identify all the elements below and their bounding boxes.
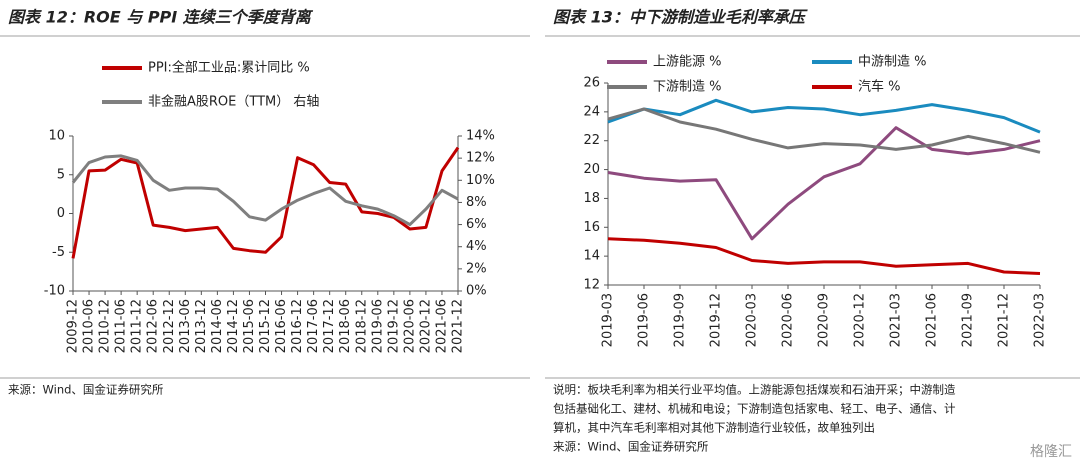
y-tick-label: 24 [583, 104, 600, 119]
x-tick-label: 2015-12 [258, 299, 273, 353]
line-series [607, 98, 1041, 134]
y-tick-label: 16 [583, 220, 600, 235]
x-tick-label: 2019-12 [709, 293, 724, 347]
x-tick-label: 2010-06 [82, 299, 97, 353]
x-tick-label: 2012-06 [146, 299, 161, 353]
x-tick-label: 2020-06 [781, 293, 796, 347]
y-tick-label: 10 [48, 129, 65, 144]
x-tick-label: 2021-12 [997, 293, 1012, 347]
chart-title: 图表 13：中下游制造业毛利率承压 [553, 8, 808, 27]
x-tick-label: 2014-12 [226, 299, 241, 353]
x-tick-label: 2020-12 [418, 299, 433, 353]
y-tick-label: 20 [583, 162, 600, 177]
legend-label: 下游制造 % [653, 80, 722, 95]
x-tick-label: 2011-06 [114, 299, 129, 353]
x-tick-label: 2021-06 [434, 299, 449, 353]
x-tick-label: 2019-12 [386, 299, 401, 353]
x-tick-label: 2015-06 [242, 299, 257, 353]
y-tick-label: 26 [583, 76, 600, 91]
x-tick-label: 2019-09 [673, 293, 688, 347]
chart-title: 图表 12：ROE 与 PPI 连续三个季度背离 [8, 8, 314, 27]
legend-label: 中游制造 % [858, 55, 927, 70]
y-tick-label: -10 [44, 284, 65, 299]
x-tick-label: 2018-12 [354, 299, 369, 353]
x-tick-label: 2017-12 [322, 299, 337, 353]
note: 算机，其中汽车毛利率相对其他下游制造行业较低，故单独列出 [553, 421, 875, 435]
y2-tick-label: 2% [466, 261, 487, 276]
watermark: 格隆汇 [1030, 444, 1072, 460]
x-tick-label: 2021-06 [925, 293, 940, 347]
x-tick-label: 2021-03 [889, 293, 904, 347]
x-tick-label: 2019-06 [370, 299, 385, 353]
y-tick-label: -5 [52, 245, 65, 260]
x-tick-label: 2016-06 [274, 299, 289, 353]
y-tick-label: 22 [583, 133, 600, 148]
line-series [607, 107, 1041, 154]
y2-tick-label: 4% [466, 239, 487, 254]
y-tick-label: 12 [583, 278, 600, 293]
x-tick-label: 2011-12 [130, 299, 145, 353]
y2-tick-label: 10% [466, 173, 495, 188]
source: 来源：Wind、国金证券研究所 [553, 440, 709, 454]
line-series [607, 237, 1041, 275]
y2-tick-label: 6% [466, 217, 487, 232]
x-tick-label: 2012-12 [162, 299, 177, 353]
legend-label: 非金融A股ROE（TTM） 右轴 [148, 94, 319, 110]
x-tick-label: 2009-12 [66, 299, 81, 353]
y-tick-label: 14 [583, 249, 600, 264]
note: 说明：板块毛利率为相关行业平均值。上游能源包括煤炭和石油开采；中游制造 [553, 383, 956, 397]
x-tick-label: 2021-09 [961, 293, 976, 347]
x-tick-label: 2020-09 [817, 293, 832, 347]
x-tick-label: 2017-06 [306, 299, 321, 353]
x-tick-label: 2018-06 [338, 299, 353, 353]
y-tick-label: 18 [583, 191, 600, 206]
y2-tick-label: 14% [466, 129, 495, 144]
y-tick-label: 5 [57, 167, 65, 182]
x-tick-label: 2019-06 [637, 293, 652, 347]
x-tick-label: 2013-12 [194, 299, 209, 353]
x-tick-label: 2014-06 [210, 299, 225, 353]
x-tick-label: 2021-12 [451, 299, 466, 353]
x-tick-label: 2020-03 [745, 293, 760, 347]
source: 来源：Wind、国金证券研究所 [8, 383, 164, 397]
x-tick-label: 2019-03 [601, 293, 616, 347]
y2-tick-label: 0% [466, 284, 487, 299]
legend-label: 上游能源 % [653, 55, 722, 70]
line-series [607, 126, 1041, 241]
x-tick-label: 2010-12 [98, 299, 113, 353]
y2-tick-label: 12% [466, 151, 495, 166]
y-tick-label: 0 [57, 206, 65, 221]
line-series [71, 154, 459, 227]
x-tick-label: 2022-03 [1033, 293, 1048, 347]
line-series [71, 146, 460, 259]
note: 包括基础化工、建材、机械和电设；下游制造包括家电、轻工、电子、通信、计 [553, 402, 956, 416]
legend-label: 汽车 % [858, 79, 901, 95]
x-tick-label: 2020-06 [402, 299, 417, 353]
x-tick-label: 2020-12 [853, 293, 868, 347]
x-tick-label: 2016-12 [290, 299, 305, 353]
legend-label: PPI:全部工业品:累计同比 % [148, 60, 310, 76]
x-tick-label: 2013-06 [178, 299, 193, 353]
y2-tick-label: 8% [466, 195, 487, 210]
